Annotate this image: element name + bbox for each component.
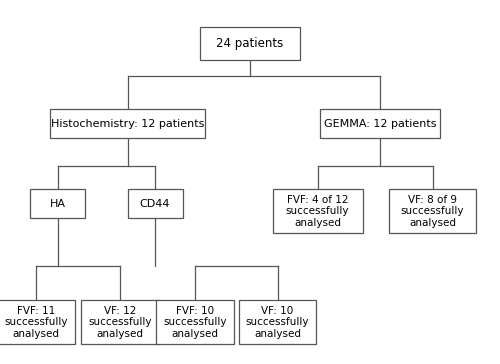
- Text: Histochemistry: 12 patients: Histochemistry: 12 patients: [51, 119, 204, 129]
- FancyBboxPatch shape: [389, 189, 476, 233]
- FancyBboxPatch shape: [320, 109, 440, 138]
- FancyBboxPatch shape: [200, 27, 300, 60]
- FancyBboxPatch shape: [30, 189, 85, 218]
- FancyBboxPatch shape: [81, 300, 159, 344]
- Text: CD44: CD44: [140, 199, 170, 209]
- Text: FVF: 4 of 12
successfully
analysed: FVF: 4 of 12 successfully analysed: [286, 194, 349, 228]
- FancyBboxPatch shape: [272, 189, 362, 233]
- FancyBboxPatch shape: [0, 300, 75, 344]
- Text: HA: HA: [50, 199, 66, 209]
- FancyBboxPatch shape: [50, 109, 205, 138]
- Text: GEMMA: 12 patients: GEMMA: 12 patients: [324, 119, 436, 129]
- Text: VF: 10
successfully
analysed: VF: 10 successfully analysed: [246, 305, 309, 339]
- Text: FVF: 10
successfully
analysed: FVF: 10 successfully analysed: [163, 305, 227, 339]
- Text: VF: 8 of 9
successfully
analysed: VF: 8 of 9 successfully analysed: [401, 194, 464, 228]
- FancyBboxPatch shape: [128, 189, 182, 218]
- FancyBboxPatch shape: [239, 300, 316, 344]
- Text: 24 patients: 24 patients: [216, 37, 284, 50]
- Text: VF: 12
successfully
analysed: VF: 12 successfully analysed: [88, 305, 152, 339]
- Text: FVF: 11
successfully
analysed: FVF: 11 successfully analysed: [4, 305, 68, 339]
- FancyBboxPatch shape: [156, 300, 234, 344]
